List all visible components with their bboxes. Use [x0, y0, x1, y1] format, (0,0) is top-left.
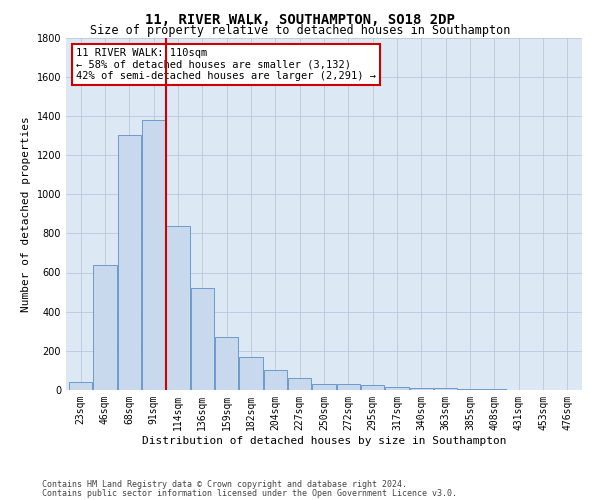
Text: Size of property relative to detached houses in Southampton: Size of property relative to detached ho…	[90, 24, 510, 37]
Bar	[385, 387, 409, 390]
Bar	[215, 337, 238, 390]
Bar	[191, 288, 214, 390]
Bar	[337, 384, 360, 390]
Bar	[166, 226, 190, 390]
Bar	[239, 356, 263, 390]
Bar	[458, 389, 482, 390]
Bar	[69, 382, 92, 390]
Bar	[94, 264, 116, 390]
Text: Contains public sector information licensed under the Open Government Licence v3: Contains public sector information licen…	[42, 488, 457, 498]
Bar	[361, 385, 384, 390]
Text: Contains HM Land Registry data © Crown copyright and database right 2024.: Contains HM Land Registry data © Crown c…	[42, 480, 407, 489]
Text: 11 RIVER WALK: 110sqm
← 58% of detached houses are smaller (3,132)
42% of semi-d: 11 RIVER WALK: 110sqm ← 58% of detached …	[76, 48, 376, 82]
Bar	[410, 388, 433, 390]
X-axis label: Distribution of detached houses by size in Southampton: Distribution of detached houses by size …	[142, 436, 506, 446]
Bar	[434, 388, 457, 390]
Bar	[142, 120, 165, 390]
Bar	[288, 378, 311, 390]
Bar	[118, 136, 141, 390]
Bar	[313, 384, 335, 390]
Bar	[264, 370, 287, 390]
Text: 11, RIVER WALK, SOUTHAMPTON, SO18 2DP: 11, RIVER WALK, SOUTHAMPTON, SO18 2DP	[145, 12, 455, 26]
Y-axis label: Number of detached properties: Number of detached properties	[21, 116, 31, 312]
